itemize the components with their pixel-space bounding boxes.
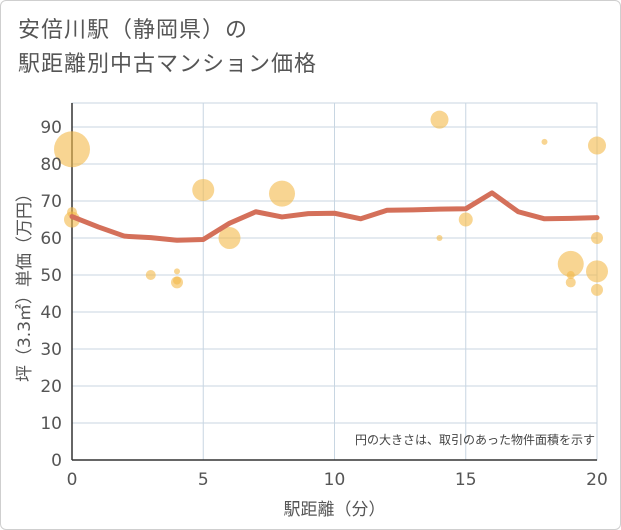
transaction-bubble <box>588 136 606 155</box>
x-tick-label: 5 <box>198 470 209 490</box>
transaction-bubble <box>591 232 603 245</box>
transaction-bubble <box>192 178 215 201</box>
transaction-bubble <box>218 227 241 250</box>
transaction-bubble <box>541 138 548 145</box>
average-price-polyline <box>69 190 600 243</box>
transaction-bubble <box>173 276 181 285</box>
y-tick-label: 80 <box>40 155 62 175</box>
transaction-bubble <box>566 271 575 280</box>
y-tick-label: 30 <box>40 340 62 360</box>
transaction-bubble <box>557 250 584 277</box>
transaction-bubble <box>174 268 180 275</box>
y-tick-label: 90 <box>40 118 62 138</box>
average-price-line <box>69 190 600 243</box>
y-tick-label: 70 <box>40 192 62 212</box>
y-tick-label: 40 <box>40 303 62 323</box>
x-tick-label: 15 <box>455 470 477 490</box>
transaction-bubble <box>430 110 449 129</box>
x-axis-label: 駅距離（分） <box>284 500 386 520</box>
transaction-bubble <box>436 235 443 242</box>
bubble-size-note: 円の大きさは、取引のあった物件面積を示す <box>355 432 595 447</box>
chart-title: 安倍川駅（静岡県）の 駅距離別中古マンション価格 <box>18 14 317 82</box>
transaction-bubble <box>565 277 576 288</box>
x-tick-label: 10 <box>324 470 346 490</box>
y-tick-label: 60 <box>40 229 62 249</box>
transaction-bubble <box>458 212 473 227</box>
transaction-bubble <box>145 270 156 281</box>
transaction-bubble <box>67 207 77 218</box>
x-tick-label: 20 <box>586 470 608 490</box>
x-tick-label: 0 <box>67 470 78 490</box>
title-line-2: 駅距離別中古マンション価格 <box>18 52 318 77</box>
y-tick-label: 50 <box>40 266 62 286</box>
title-line-1: 安倍川駅（静岡県）の <box>18 18 249 43</box>
axis-ticks: 0 5 10 15 20 0 10 20 30 40 50 60 70 80 90 <box>40 118 607 490</box>
transaction-bubble <box>269 180 295 207</box>
transaction-bubble <box>586 260 608 283</box>
grid <box>71 102 598 461</box>
y-tick-label: 0 <box>51 451 62 471</box>
transaction-bubble <box>54 131 90 168</box>
y-tick-label: 20 <box>40 377 62 397</box>
transaction-bubble <box>591 283 603 296</box>
transaction-bubbles <box>54 110 608 296</box>
y-axis-label: 坪（3.3㎡）単価（万円） <box>15 185 35 382</box>
y-tick-label: 10 <box>40 414 62 434</box>
